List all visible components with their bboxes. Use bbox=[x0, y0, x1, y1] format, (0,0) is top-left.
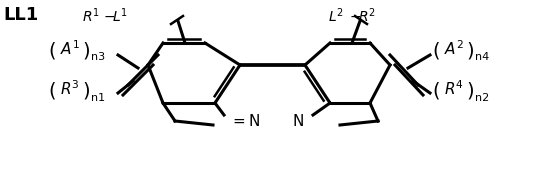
Text: (: ( bbox=[432, 81, 439, 101]
Text: $-$: $-$ bbox=[349, 9, 361, 23]
Text: n3: n3 bbox=[91, 52, 105, 62]
Text: n1: n1 bbox=[91, 93, 105, 103]
Text: $A^2$: $A^2$ bbox=[444, 40, 464, 58]
Text: N: N bbox=[293, 113, 304, 129]
Text: ): ) bbox=[82, 41, 90, 60]
Text: ): ) bbox=[466, 41, 474, 60]
Text: $R^2$: $R^2$ bbox=[358, 6, 376, 25]
Text: ): ) bbox=[82, 81, 90, 101]
Text: (: ( bbox=[48, 41, 56, 60]
Text: $R^3$: $R^3$ bbox=[60, 80, 80, 98]
Text: (: ( bbox=[432, 41, 439, 60]
Text: $L^2$: $L^2$ bbox=[328, 6, 344, 25]
Text: $R^4$: $R^4$ bbox=[444, 80, 464, 98]
Text: $R^1$: $R^1$ bbox=[82, 6, 100, 25]
Text: $A^1$: $A^1$ bbox=[60, 40, 80, 58]
Text: LL1: LL1 bbox=[3, 6, 38, 24]
Text: n4: n4 bbox=[475, 52, 490, 62]
Text: (: ( bbox=[48, 81, 56, 101]
Text: ): ) bbox=[466, 81, 474, 101]
Text: $-$: $-$ bbox=[103, 9, 115, 23]
Text: n2: n2 bbox=[475, 93, 490, 103]
Text: $=$N: $=$N bbox=[230, 113, 261, 129]
Text: $L^1$: $L^1$ bbox=[112, 6, 128, 25]
